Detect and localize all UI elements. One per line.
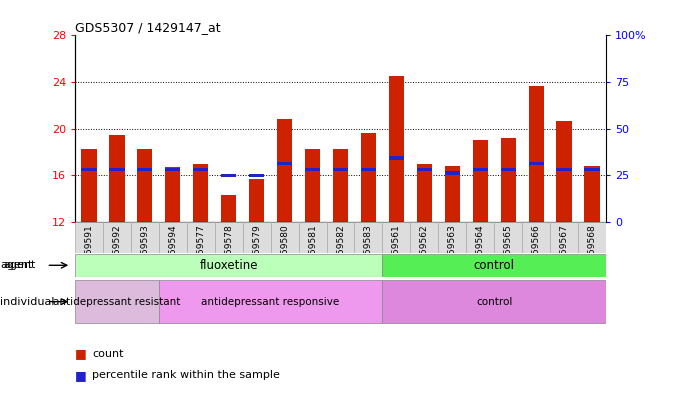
Bar xyxy=(277,162,292,165)
Text: GSM1059581: GSM1059581 xyxy=(308,224,317,285)
Bar xyxy=(383,254,606,277)
Text: GSM1059594: GSM1059594 xyxy=(168,224,177,285)
Bar xyxy=(137,168,153,171)
Bar xyxy=(159,222,187,253)
Bar xyxy=(326,222,355,253)
Bar xyxy=(466,222,494,253)
Bar xyxy=(131,222,159,253)
Bar xyxy=(556,121,572,222)
Text: GSM1059564: GSM1059564 xyxy=(476,224,485,285)
Text: GSM1059568: GSM1059568 xyxy=(588,224,597,285)
Bar xyxy=(501,168,516,171)
Bar xyxy=(75,254,383,277)
Bar xyxy=(361,168,376,171)
Bar xyxy=(361,133,376,222)
Bar xyxy=(584,166,600,222)
Bar xyxy=(221,174,236,177)
Bar xyxy=(103,222,131,253)
Text: percentile rank within the sample: percentile rank within the sample xyxy=(92,370,280,380)
Text: GSM1059582: GSM1059582 xyxy=(336,224,345,285)
Bar xyxy=(81,168,97,171)
Bar xyxy=(578,222,606,253)
Bar xyxy=(81,149,97,222)
Bar xyxy=(522,222,550,253)
Bar xyxy=(355,222,383,253)
Text: antidepressant responsive: antidepressant responsive xyxy=(202,297,340,307)
Text: GSM1059580: GSM1059580 xyxy=(280,224,289,285)
Text: fluoxetine: fluoxetine xyxy=(200,259,258,272)
Bar xyxy=(417,164,432,222)
Text: GSM1059579: GSM1059579 xyxy=(252,224,261,285)
Text: agent: agent xyxy=(3,260,36,270)
Bar xyxy=(75,222,103,253)
Text: GSM1059565: GSM1059565 xyxy=(504,224,513,285)
Text: GSM1059562: GSM1059562 xyxy=(420,224,429,285)
Text: agent: agent xyxy=(0,260,33,270)
Bar xyxy=(193,168,208,171)
Bar xyxy=(165,167,180,222)
Bar xyxy=(193,164,208,222)
Bar xyxy=(445,171,460,174)
Bar xyxy=(528,162,544,165)
Text: GDS5307 / 1429147_at: GDS5307 / 1429147_at xyxy=(75,21,221,34)
Bar xyxy=(109,168,125,171)
Text: count: count xyxy=(92,349,123,359)
Bar xyxy=(494,222,522,253)
Bar xyxy=(473,140,488,222)
Bar xyxy=(270,222,298,253)
Bar xyxy=(159,280,383,323)
Bar xyxy=(389,156,404,160)
Bar xyxy=(445,166,460,222)
Text: GSM1059577: GSM1059577 xyxy=(196,224,205,285)
Bar xyxy=(473,168,488,171)
Bar xyxy=(215,222,242,253)
Text: GSM1059578: GSM1059578 xyxy=(224,224,233,285)
Text: GSM1059592: GSM1059592 xyxy=(112,224,121,285)
Bar xyxy=(305,168,320,171)
Bar xyxy=(333,149,348,222)
Bar xyxy=(389,76,404,222)
Bar xyxy=(411,222,439,253)
Text: GSM1059593: GSM1059593 xyxy=(140,224,149,285)
Bar xyxy=(249,179,264,222)
Bar xyxy=(277,119,292,222)
Bar xyxy=(417,168,432,171)
Bar xyxy=(333,168,348,171)
Bar xyxy=(528,86,544,222)
Text: GSM1059563: GSM1059563 xyxy=(448,224,457,285)
Bar xyxy=(439,222,466,253)
Bar xyxy=(165,168,180,171)
Bar xyxy=(137,149,153,222)
Bar xyxy=(550,222,578,253)
Bar xyxy=(584,168,600,171)
Text: GSM1059583: GSM1059583 xyxy=(364,224,373,285)
Bar xyxy=(383,280,606,323)
Text: control: control xyxy=(474,259,515,272)
Text: GSM1059591: GSM1059591 xyxy=(84,224,93,285)
Bar xyxy=(221,195,236,222)
Bar xyxy=(556,168,572,171)
Bar xyxy=(298,222,326,253)
Text: GSM1059561: GSM1059561 xyxy=(392,224,401,285)
Bar xyxy=(75,280,159,323)
Text: control: control xyxy=(476,297,512,307)
Bar xyxy=(383,222,411,253)
Text: ■: ■ xyxy=(75,369,86,382)
Bar xyxy=(501,138,516,222)
Text: GSM1059567: GSM1059567 xyxy=(560,224,569,285)
Text: antidepressant resistant: antidepressant resistant xyxy=(53,297,180,307)
Bar xyxy=(109,134,125,222)
Bar xyxy=(242,222,270,253)
Text: individual: individual xyxy=(0,297,54,307)
Text: ■: ■ xyxy=(75,347,86,360)
Text: GSM1059566: GSM1059566 xyxy=(532,224,541,285)
Bar xyxy=(187,222,215,253)
Bar xyxy=(305,149,320,222)
Bar xyxy=(249,174,264,177)
